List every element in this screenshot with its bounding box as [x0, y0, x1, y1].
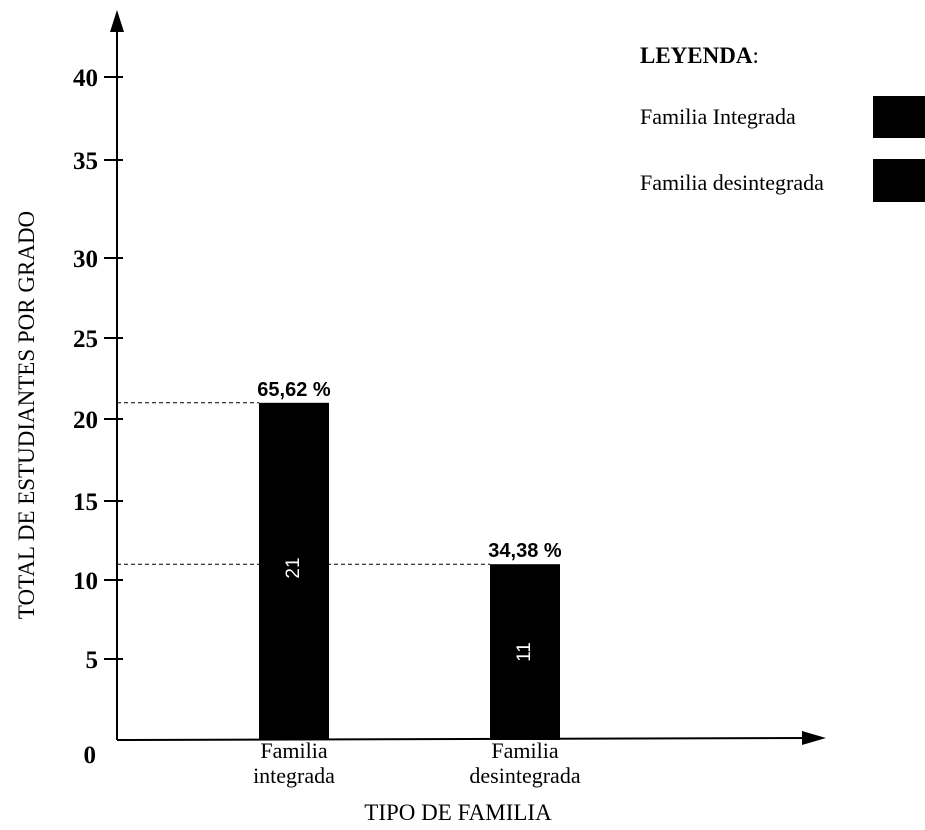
y-tick-label: 15 [73, 489, 98, 516]
legend-label-integrada: Familia Integrada [640, 104, 796, 129]
bar-value-label: 11 [514, 642, 535, 662]
x-axis-arrow-icon [802, 731, 826, 745]
bar-percent-label: 65,62 % [257, 379, 331, 401]
x-axis-title: TIPO DE FAMILIA [364, 800, 552, 825]
y-tick-label: 30 [73, 246, 98, 273]
y-tick-label: 0 [84, 742, 97, 769]
bars: 65,62 % 21 34,38 % 11 [257, 379, 562, 740]
legend: LEYENDA: Familia Integrada Familia desin… [640, 43, 925, 202]
x-category-label: desintegrada [469, 763, 580, 788]
y-axis-ticks: 0 5 10 15 20 25 30 35 40 [73, 65, 123, 769]
legend-title: LEYENDA: [640, 43, 759, 68]
bar-value-label: 21 [283, 557, 304, 578]
y-tick-label: 40 [73, 65, 98, 92]
reference-lines [117, 402, 490, 565]
y-tick-label: 20 [73, 407, 98, 434]
legend-label-desintegrada: Familia desintegrada [640, 170, 824, 195]
bar-percent-label: 34,38 % [488, 540, 562, 562]
y-axis-arrow-icon [110, 10, 124, 32]
bar-0 [259, 402, 329, 740]
y-tick-label: 25 [73, 326, 98, 353]
y-axis-title: TOTAL DE ESTUDIANTES POR GRADO [14, 211, 39, 619]
bar-1 [490, 564, 560, 740]
y-tick-label: 5 [86, 647, 99, 674]
y-tick-label: 35 [73, 148, 98, 175]
x-axis [116, 737, 811, 741]
y-tick-label: 10 [73, 568, 98, 595]
legend-swatch-desintegrada [873, 159, 925, 202]
x-category-label: Familia [491, 738, 558, 763]
x-category-label: integrada [253, 763, 335, 788]
legend-swatch-integrada [873, 96, 925, 138]
x-category-label: Familia [260, 738, 327, 763]
